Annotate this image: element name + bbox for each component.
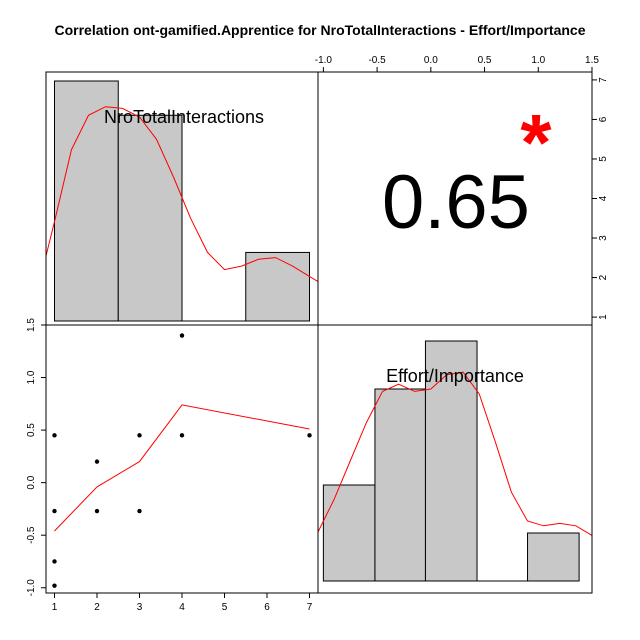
- histogram-bar: [54, 80, 119, 322]
- tick-label: -0.5: [26, 526, 37, 544]
- correlation-value: 0.65: [382, 160, 530, 245]
- chart-title: Correlation ont-gamified.Apprentice for …: [55, 22, 586, 38]
- histogram-bar: [424, 340, 478, 582]
- scatter-point: [94, 508, 100, 514]
- histogram-bar: [527, 532, 580, 582]
- tick-label: 0.5: [26, 423, 37, 437]
- tick-label: 3: [137, 602, 143, 613]
- tick-label: 6: [598, 116, 609, 122]
- tick-label: 7: [598, 77, 609, 83]
- smooth-line: [54, 404, 310, 532]
- diagonal-label-nro: NroTotalInteractions: [104, 107, 264, 127]
- tick-label: 1.0: [26, 370, 37, 384]
- tick-label: 6: [264, 602, 270, 613]
- x-axis-top: -1.0 -0.5 0.0 0.5 1.0 1.5: [315, 55, 599, 73]
- tick-label: 0.0: [26, 475, 37, 489]
- tick-label: 4: [598, 195, 609, 201]
- histogram-bar: [245, 251, 310, 322]
- tick-label: 1.0: [531, 55, 545, 66]
- tick-label: 7: [307, 602, 313, 613]
- tick-label: 1: [598, 314, 609, 320]
- scatter-point: [94, 459, 100, 464]
- tick-label: -1.0: [315, 55, 333, 66]
- correlation-panel: 0.65 *: [382, 98, 552, 245]
- scatter-point: [137, 433, 142, 438]
- histogram-panel-nro: NroTotalInteractions: [46, 80, 318, 322]
- panel-frames: [45, 71, 593, 594]
- tick-label: 1.5: [26, 318, 37, 332]
- diagonal-label-effort: Effort/Importance: [386, 366, 524, 386]
- tick-label: 5: [598, 156, 609, 162]
- histogram-panel-effort: Effort/Importance: [318, 340, 592, 582]
- frame-bottom-left: [45, 324, 319, 594]
- tick-label: 0.0: [424, 55, 438, 66]
- scatter-point: [52, 508, 57, 514]
- scatter-point: [307, 433, 312, 438]
- tick-label: 2: [94, 602, 100, 613]
- significance-star: *: [520, 98, 552, 187]
- tick-label: -0.5: [368, 55, 386, 66]
- tick-label: 3: [598, 235, 609, 241]
- tick-label: 1.5: [585, 55, 599, 66]
- scatter-panel: [52, 333, 312, 588]
- tick-label: 2: [598, 274, 609, 280]
- density-curve: [46, 106, 318, 283]
- scatter-point: [179, 333, 185, 338]
- histogram-bar: [322, 484, 376, 582]
- frame-bottom-right: [317, 324, 593, 594]
- tick-label: 1: [52, 602, 58, 613]
- scatter-point: [52, 433, 57, 438]
- density-curve: [318, 371, 592, 536]
- tick-label: 0.5: [478, 55, 492, 66]
- tick-label: 5: [222, 602, 228, 613]
- scatter-point: [52, 559, 57, 564]
- tick-label: 4: [179, 602, 185, 613]
- scatter-point: [137, 508, 142, 514]
- y-axis-left: -1.0 -0.5 0.0 0.5 1.0 1.5: [26, 318, 47, 597]
- tick-label: -1.0: [26, 579, 37, 597]
- scatter-point: [52, 583, 57, 588]
- histogram-bar: [117, 114, 183, 322]
- y-axis-right: 1 2 3 4 5 6 7: [591, 77, 609, 320]
- x-axis-bottom: 1 2 3 4 5 6 7: [52, 592, 313, 613]
- histogram-bar: [374, 388, 426, 582]
- scatter-point: [179, 433, 185, 438]
